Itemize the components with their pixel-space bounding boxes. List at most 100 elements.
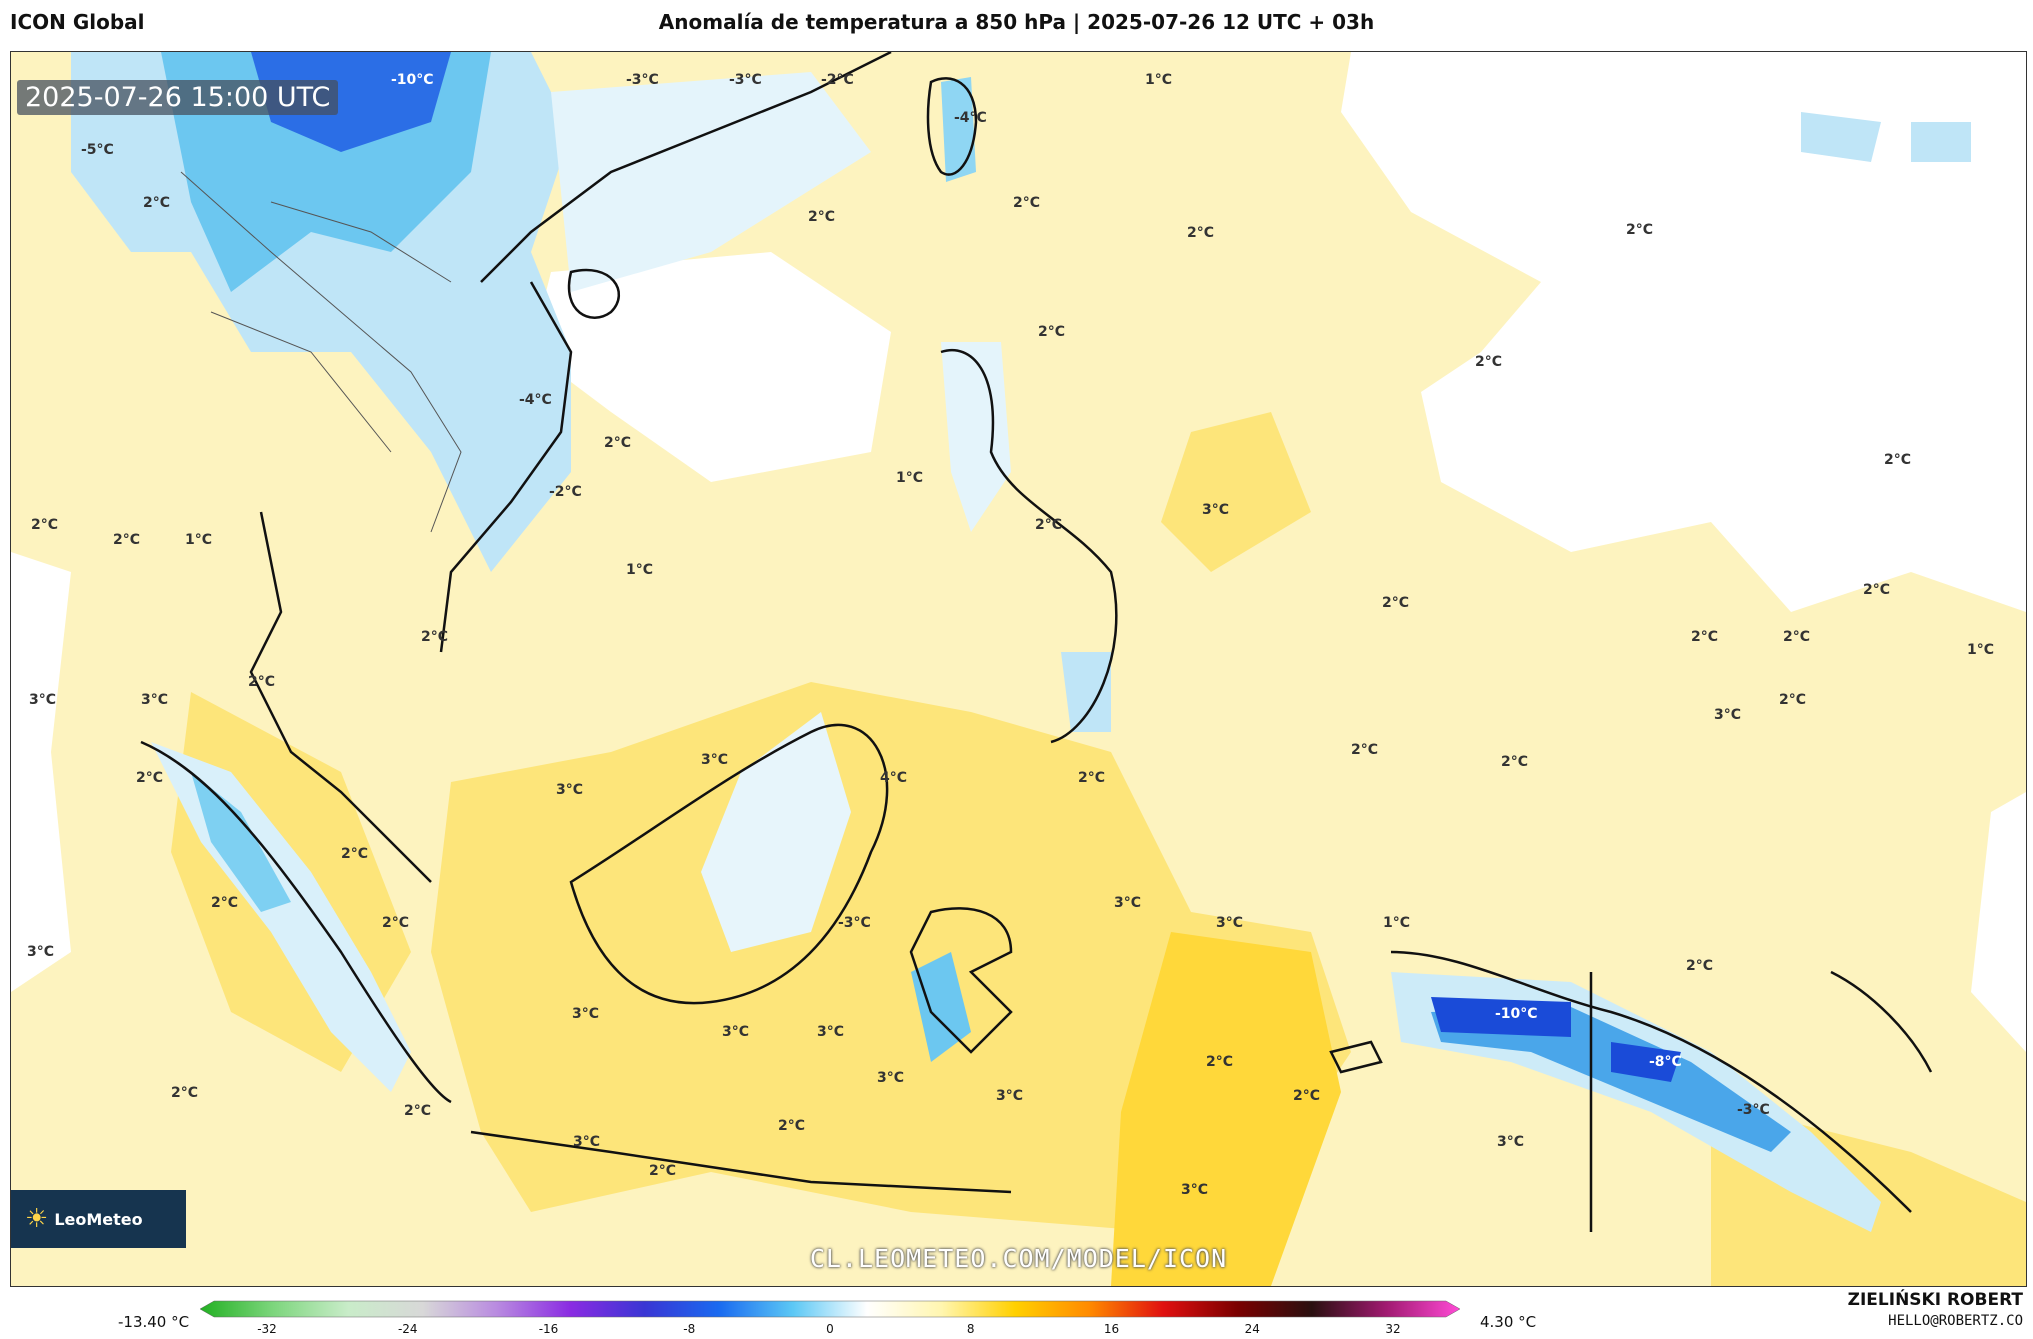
warm-anomaly-region (431, 682, 1351, 1232)
contour-label: 2°C (1187, 225, 1215, 241)
contour-label: 2°C (1293, 1088, 1321, 1104)
legend-tick: 0 (826, 1322, 834, 1336)
contour-label: 2°C (1078, 770, 1106, 786)
contour-label: 2°C (211, 895, 239, 911)
contour-label: 2°C (1691, 629, 1719, 645)
contour-label: 2°C (1783, 629, 1811, 645)
contour-label: 3°C (817, 1024, 845, 1040)
legend-tick: -32 (257, 1322, 277, 1336)
contour-label: 2°C (31, 517, 59, 533)
contour-label: -3°C (626, 72, 659, 88)
contour-label: 3°C (701, 752, 729, 768)
contour-label: 2°C (1382, 595, 1410, 611)
contour-label: 1°C (1145, 72, 1173, 88)
author-email[interactable]: HELLO@ROBERTZ.CO (1888, 1313, 2023, 1329)
contour-label: 1°C (626, 562, 654, 578)
neutral-anomaly-region (11, 552, 71, 992)
contour-label: 3°C (1216, 915, 1244, 931)
contour-label: -5°C (81, 142, 114, 158)
cold-anomaly-region (941, 77, 976, 182)
timestamp-badge: 2025-07-26 15:00 UTC (17, 80, 339, 115)
warm-anomaly-region (1111, 932, 1341, 1286)
contour-label: 3°C (1114, 895, 1142, 911)
contour-label: -8°C (1649, 1054, 1682, 1070)
cold-anomaly-region (1801, 112, 1881, 162)
contour-label: -3°C (1737, 1102, 1770, 1118)
leometeo-logo[interactable]: ☀ LeoMeteo (11, 1190, 186, 1248)
contour-label: 2°C (113, 532, 141, 548)
cold-anomaly-region (191, 772, 291, 912)
contour-label: 3°C (29, 692, 57, 708)
contour-label: 2°C (341, 846, 369, 862)
contour-label: 3°C (556, 782, 584, 798)
cold-anomaly-region (1431, 1007, 1791, 1152)
coastlines (140, 52, 1933, 1232)
legend-tick: -8 (683, 1322, 696, 1336)
contour-label: 3°C (722, 1024, 750, 1040)
contour-label: 2°C (1038, 324, 1066, 340)
cold-anomaly-region (1431, 997, 1571, 1037)
cold-anomaly-region (1911, 122, 1971, 162)
contour-label: 2°C (1686, 958, 1714, 974)
contour-label: 2°C (778, 1118, 806, 1134)
contour-label: 3°C (1497, 1134, 1525, 1150)
legend-min-value: -13.40 °C (118, 1313, 190, 1331)
contour-label: 3°C (996, 1088, 1024, 1104)
contour-label: 2°C (382, 915, 410, 931)
legend-tick: 24 (1244, 1322, 1260, 1336)
contour-label: 2°C (171, 1085, 199, 1101)
admin-borders (180, 171, 462, 533)
contour-label: 2°C (649, 1163, 677, 1179)
contour-label: 2°C (1475, 354, 1503, 370)
model-name: ICON Global (10, 10, 145, 34)
contour-label: 2°C (421, 629, 449, 645)
map-frame[interactable]: 2025-07-26 15:00 UTC -10°C -3°C -3°C -2°C 1°… (10, 51, 2027, 1287)
source-watermark: CL.LEOMETEO.COM/MODEL/ICON (809, 1244, 1228, 1273)
contour-label: 2°C (136, 770, 164, 786)
contour-label: -10°C (1495, 1006, 1538, 1022)
contour-label: 1°C (185, 532, 213, 548)
contour-label: 1°C (1967, 642, 1995, 658)
contour-label: -2°C (549, 484, 582, 500)
legend-tick: -16 (538, 1322, 559, 1336)
cold-anomaly-region (1611, 1042, 1681, 1082)
contour-label: -10°C (391, 72, 434, 88)
neutral-anomaly-region (531, 252, 891, 482)
color-scale-bar (200, 1300, 1460, 1318)
contour-label: 2°C (1884, 452, 1912, 468)
author-name: ZIELIŃSKI ROBERT (1847, 1290, 2023, 1310)
sun-icon: ☀ (25, 1204, 49, 1234)
contour-label: 2°C (604, 435, 632, 451)
contour-label: -4°C (954, 110, 987, 126)
contour-label: 2°C (248, 674, 276, 690)
contour-label: 1°C (896, 470, 924, 486)
logo-text: LeoMeteo (54, 1209, 143, 1229)
contour-label: 2°C (1626, 222, 1654, 238)
contour-label: 2°C (143, 195, 171, 211)
cold-anomaly-region (941, 342, 1011, 532)
contour-label: 3°C (27, 944, 55, 960)
contour-label: 2°C (1206, 1054, 1234, 1070)
neutral-anomaly-region (1341, 52, 2026, 612)
contour-label: 2°C (1779, 692, 1807, 708)
contour-label: 2°C (1013, 195, 1041, 211)
contour-label: -3°C (838, 915, 871, 931)
contour-label: 3°C (573, 1134, 601, 1150)
contour-label: 2°C (404, 1103, 432, 1119)
contour-label: 3°C (1202, 502, 1230, 518)
contour-label: 2°C (1863, 582, 1891, 598)
cold-anomaly-region (701, 712, 851, 952)
contour-label: 3°C (572, 1006, 600, 1022)
legend-tick: 8 (966, 1322, 975, 1336)
legend-tick: 16 (1103, 1322, 1120, 1336)
legend-max-value: 4.30 °C (1480, 1313, 1537, 1331)
contour-label: -3°C (729, 72, 762, 88)
contour-label: 3°C (141, 692, 169, 708)
warm-anomaly-region (1161, 412, 1311, 572)
contour-label: 2°C (1351, 742, 1379, 758)
cold-anomaly-region (251, 52, 451, 152)
legend-tick: 32 (1385, 1322, 1401, 1336)
contour-label: 2°C (808, 209, 836, 225)
cold-anomaly-region (911, 952, 971, 1062)
map-canvas[interactable] (11, 52, 2026, 1286)
